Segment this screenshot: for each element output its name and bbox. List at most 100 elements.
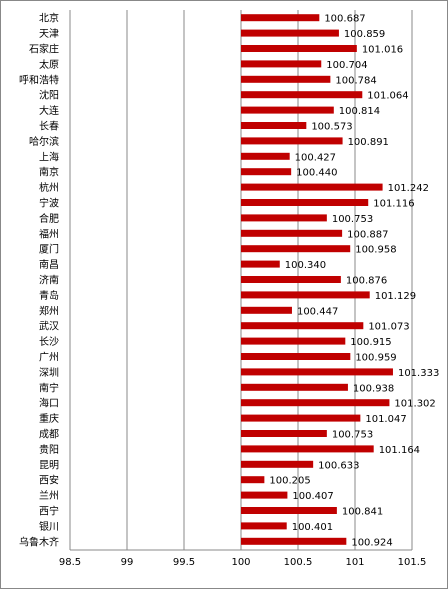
bar-value-label: 101.016 [362,45,403,56]
x-tick-label: 98.5 [59,557,81,568]
bar [241,106,334,114]
x-tick-label: 101.5 [398,557,427,568]
bar [241,245,351,253]
category-label: 天津 [39,28,59,40]
bar [241,430,327,437]
bar-value-label: 100.887 [347,229,388,240]
bar [241,60,322,68]
bar-value-label: 100.427 [295,152,336,163]
category-label: 西安 [39,474,59,487]
bar [241,291,370,299]
category-label: 重庆 [39,412,59,425]
bar-value-label: 101.129 [375,291,416,302]
category-label: 长春 [39,121,59,133]
bar [241,14,320,22]
bar [241,306,292,314]
bar [241,45,357,52]
x-tick-labels: 98.5 99 99.5 100 100.5 101 101.5 [59,557,426,568]
bar-value-label: 100.841 [342,507,383,518]
category-label: 昆明 [39,459,59,471]
category-label: 北京 [39,12,59,25]
bar [241,152,290,160]
bar-value-label: 100.440 [296,168,337,179]
bar-value-label: 100.915 [350,337,391,348]
bar [241,537,347,545]
x-tick-label: 99 [121,557,134,568]
bar-value-label: 100.784 [335,75,376,86]
bar-value-label: 100.401 [292,522,333,533]
x-tick-label: 99.5 [173,557,195,568]
category-label: 上海 [39,150,59,163]
bar [241,507,337,514]
bar-value-label: 100.891 [348,137,389,148]
bar [241,229,343,237]
category-label: 大连 [39,104,59,117]
category-label: 成都 [39,429,59,441]
bar-value-label: 100.859 [344,29,385,40]
category-label: 海口 [39,397,59,410]
bar [241,199,369,206]
category-label: 济南 [39,274,59,287]
bar [241,476,265,484]
category-label: 广州 [39,352,59,364]
bar-value-label: 101.302 [394,399,435,410]
bar-value-label: 100.407 [292,491,333,502]
bar-value-label: 100.340 [285,260,326,271]
bar [241,183,383,191]
category-label: 厦门 [39,243,59,256]
bar-value-label: 100.447 [297,306,338,317]
bar [241,368,393,376]
bar-value-label: 100.924 [351,537,392,548]
bar-value-label: 101.073 [368,322,409,333]
category-label: 乌鲁木齐 [19,535,59,548]
bar [241,460,314,468]
bar [241,168,292,176]
category-label: 哈尔滨 [29,135,59,148]
value-labels: 100.687 100.859 101.016 100.704 100.784 101.0… [269,14,439,549]
bar-value-label: 100.876 [346,276,387,287]
category-label: 宁波 [39,197,59,210]
category-label: 南宁 [39,381,59,394]
category-label: 西宁 [39,505,59,518]
bar [241,322,364,330]
bar-value-label: 100.573 [311,122,352,133]
bar-value-label: 100.814 [339,106,380,117]
bar [241,91,363,99]
bar-value-label: 101.064 [367,91,408,102]
category-label: 银川 [39,520,59,533]
bar-value-label: 100.633 [318,460,359,471]
bar [241,383,348,391]
category-label: 呼和浩特 [19,74,59,86]
category-label: 武汉 [39,320,59,333]
bar-value-label: 100.704 [326,60,367,71]
bar [241,137,343,145]
x-tick-label: 100 [231,557,250,568]
bar-value-label: 100.958 [355,245,396,256]
category-label: 长沙 [39,336,59,348]
bar-value-label: 100.687 [324,14,365,25]
category-label: 福州 [39,227,59,240]
bar [241,337,346,345]
bar [241,276,341,283]
bar [241,260,280,268]
bar [241,214,327,222]
bar-value-label: 101.047 [365,414,406,425]
bar-value-label: 100.753 [332,430,373,441]
category-labels: 北京天津石家庄太原呼和浩特沈阳大连长春哈尔滨上海南京杭州宁波合肥福州厦门南昌济南… [19,12,59,549]
bar-value-label: 100.938 [353,383,394,394]
category-label: 沈阳 [39,89,59,102]
bar [241,353,351,360]
bar [241,522,287,530]
category-label: 南昌 [39,258,59,271]
category-label: 杭州 [39,181,59,194]
bar [241,29,339,37]
x-tick-label: 100.5 [284,557,313,568]
category-label: 青岛 [39,289,59,302]
bar [241,399,390,407]
bar [241,75,331,83]
category-label: 贵阳 [39,443,59,456]
category-label: 深圳 [39,367,59,379]
bar-value-label: 101.333 [398,368,439,379]
